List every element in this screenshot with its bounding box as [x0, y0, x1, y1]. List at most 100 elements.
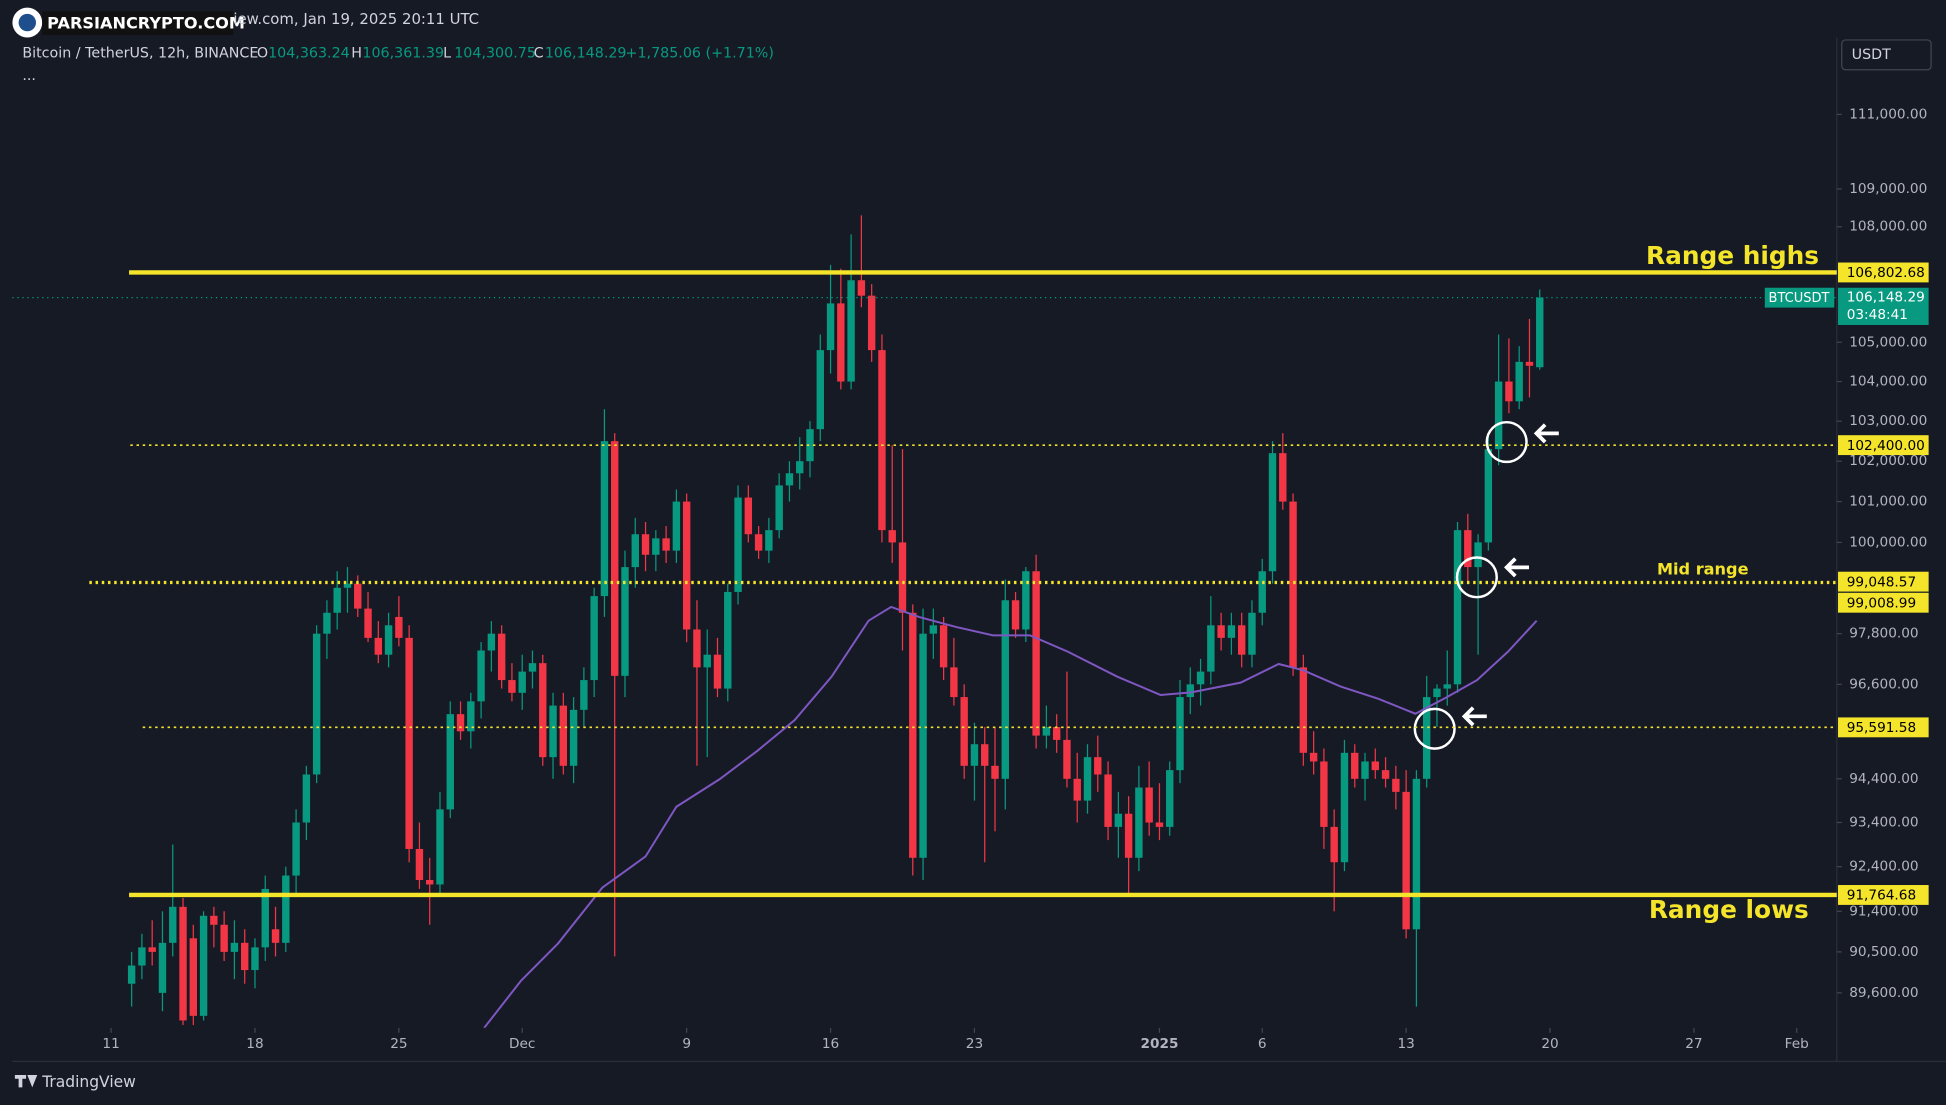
highlight-circle	[1413, 707, 1456, 750]
ohlc-value: 104,300.75	[454, 46, 536, 62]
candle-body	[662, 538, 670, 551]
candle-body	[724, 591, 732, 689]
candle-body	[796, 461, 804, 474]
level-label: 91,764.68	[1847, 888, 1916, 904]
candle-body	[621, 567, 629, 676]
candle-body	[888, 530, 896, 543]
candle-body	[1104, 774, 1112, 827]
y-tick-label: 105,000.00	[1849, 334, 1927, 350]
candle-body	[682, 501, 691, 630]
candle-body	[127, 965, 136, 984]
source: iew.com, Jan 19, 2025 20:11 UTC	[233, 10, 479, 28]
candle-body	[981, 744, 989, 766]
x-tick-label: 11	[102, 1036, 119, 1052]
candle-body	[477, 650, 485, 702]
y-tick-label: 109,000.00	[1849, 181, 1927, 197]
y-tick-label: 94,400.00	[1849, 771, 1918, 787]
logo	[18, 13, 36, 32]
candle-body	[1237, 625, 1246, 655]
candle-body	[1166, 770, 1174, 827]
candle-body	[1402, 791, 1410, 930]
candle-body	[1094, 757, 1102, 775]
x-tick-label: 13	[1397, 1036, 1414, 1052]
candle-body	[939, 625, 948, 668]
candle-body	[1412, 778, 1421, 930]
candle-body	[898, 542, 907, 613]
candle-body	[631, 534, 639, 568]
y-tick-label: 89,600.00	[1849, 985, 1918, 1001]
x-tick-label: 18	[246, 1036, 263, 1052]
candle-body	[1474, 542, 1482, 568]
candle-body	[364, 608, 372, 638]
candle-body	[1392, 778, 1400, 792]
candle-body	[1207, 625, 1215, 672]
candle-body	[734, 497, 742, 592]
candle-body	[837, 303, 845, 382]
candle-body	[1309, 752, 1318, 762]
y-tick-label: 90,500.00	[1849, 944, 1918, 960]
arrow	[1504, 557, 1529, 578]
last-symbol-box	[1764, 287, 1835, 308]
candle-body	[785, 473, 794, 486]
x-tick-label: 25	[390, 1036, 407, 1052]
candle-body	[1330, 826, 1338, 863]
candle-body	[426, 880, 434, 885]
x-tick-label: 27	[1685, 1036, 1702, 1052]
candle-body	[302, 774, 311, 823]
ohlc-key: H	[351, 46, 362, 62]
candle-body	[960, 697, 968, 766]
candle-body	[1515, 361, 1523, 402]
candle-body	[1258, 571, 1266, 613]
candle-body	[641, 534, 650, 555]
more: ...	[22, 68, 36, 84]
ohlc-value: 106,148.29	[545, 46, 627, 62]
candle-body	[1155, 822, 1164, 827]
markers	[1413, 420, 1559, 750]
level-label-box	[1838, 262, 1929, 283]
candle-body	[847, 280, 855, 382]
candle-body	[1464, 530, 1472, 568]
candle-body	[909, 612, 917, 858]
symbol: Bitcoin / TetherUS, 12h, BINANCE	[22, 46, 258, 62]
candle-body	[384, 625, 393, 655]
currency-box[interactable]	[1841, 39, 1932, 71]
ohlc-value: 106,361.39	[362, 46, 444, 62]
candle-body	[1032, 571, 1040, 736]
candle-body	[148, 947, 156, 952]
candle-body	[354, 583, 362, 609]
currency[interactable]: USDT	[1852, 47, 1891, 63]
candle-body	[569, 709, 578, 766]
brand: TradingView	[41, 1073, 136, 1091]
candle-body	[395, 616, 403, 638]
candle-body	[857, 280, 866, 296]
candle-body	[1145, 787, 1153, 823]
candle-body	[487, 633, 496, 651]
candle-body	[826, 303, 835, 351]
x-tick-label: 20	[1541, 1036, 1558, 1052]
candle-body	[970, 744, 979, 766]
candle-body	[240, 942, 249, 971]
candle-body	[1494, 381, 1503, 450]
watermark: PARSIANCRYPTO.COM	[47, 13, 245, 32]
candle-body	[323, 612, 331, 634]
candle-body	[497, 633, 506, 681]
candle-body	[1217, 625, 1225, 638]
change: +1,785.06 (+1.71%)	[626, 46, 774, 62]
candle-body	[528, 663, 537, 672]
candle-body	[282, 875, 290, 943]
candle-body	[703, 654, 711, 668]
candle-body	[405, 637, 413, 849]
candle-body	[580, 680, 588, 710]
moving-average	[483, 605, 1538, 1028]
level-label: 99,048.57	[1847, 574, 1916, 590]
ohlc-value: 104,363.24	[268, 46, 350, 62]
x-tick-label: 2025	[1140, 1036, 1178, 1052]
ohlc-key: C	[534, 46, 544, 62]
candle-body	[169, 906, 177, 943]
candle-body	[199, 915, 208, 1016]
candle-body	[1453, 530, 1462, 685]
candle-body	[590, 596, 598, 681]
candle-body	[436, 809, 444, 885]
